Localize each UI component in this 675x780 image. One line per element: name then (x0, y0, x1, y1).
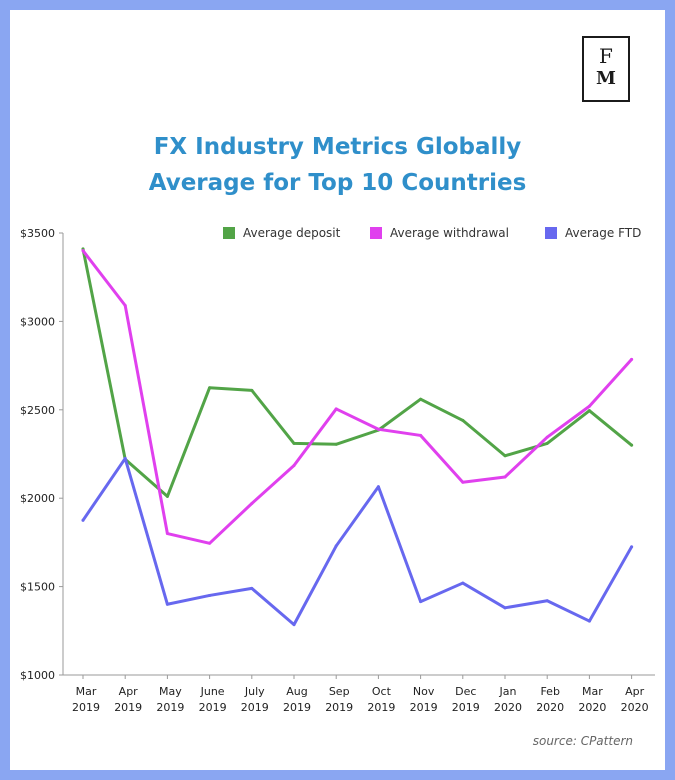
data-point (503, 454, 507, 458)
data-point (250, 388, 254, 392)
data-point (334, 442, 338, 446)
data-point (292, 441, 296, 445)
data-point (292, 623, 296, 627)
data-point (208, 541, 212, 545)
legend-item-withdrawal: Average withdrawal (370, 226, 509, 242)
data-point (587, 619, 591, 623)
data-point (503, 606, 507, 610)
x-tick-label-year: 2019 (283, 701, 311, 714)
series-line-deposit (81, 247, 634, 498)
series-line-ftd (81, 456, 634, 627)
y-tick-label: $3000 (20, 315, 55, 328)
y-tick-label: $3500 (20, 227, 55, 240)
data-point (545, 441, 549, 445)
x-tick-label-year: 2019 (325, 701, 353, 714)
data-point (165, 494, 169, 498)
data-point (208, 386, 212, 390)
data-point (587, 404, 591, 408)
y-tick-label: $2500 (20, 404, 55, 417)
x-tick-label-month: Aug (286, 685, 307, 698)
data-point (503, 475, 507, 479)
x-tick-label-month: Mar (76, 685, 97, 698)
x-tick-label-month: Mar (582, 685, 603, 698)
logo-letter-m: M (596, 68, 616, 89)
x-tick-label-year: 2020 (578, 701, 606, 714)
data-point (630, 357, 634, 361)
x-tick-label-year: 2019 (410, 701, 438, 714)
legend-swatch-ftd (545, 227, 557, 239)
data-point (250, 586, 254, 590)
data-point (208, 593, 212, 597)
chart-card (10, 10, 665, 770)
legend-label-deposit: Average deposit (243, 226, 341, 240)
x-tick-label-month: Nov (413, 685, 435, 698)
x-tick-label-year: 2020 (621, 701, 649, 714)
x-tick-label-month: May (159, 685, 182, 698)
x-tick-label-year: 2019 (452, 701, 480, 714)
data-point (545, 599, 549, 603)
x-tick-label-month: June (200, 685, 225, 698)
x-tick-label-month: Dec (455, 685, 476, 698)
data-point (461, 418, 465, 422)
series-line-withdrawal (81, 249, 634, 545)
legend-swatch-deposit (223, 227, 235, 239)
data-point (461, 480, 465, 484)
data-point (461, 581, 465, 585)
x-tick-label-month: Sep (329, 685, 350, 698)
legend-item-deposit: Average deposit (223, 226, 340, 242)
x-tick-label-year: 2020 (494, 701, 522, 714)
data-point (250, 502, 254, 506)
data-point (165, 532, 169, 536)
data-point (81, 249, 85, 253)
data-point (419, 397, 423, 401)
x-tick-label-month: Oct (372, 685, 392, 698)
data-point (123, 303, 127, 307)
x-tick-label-month: Jan (499, 685, 517, 698)
chart-title-line2: Average for Top 10 Countries (148, 170, 527, 196)
data-point (81, 518, 85, 522)
data-point (292, 463, 296, 467)
x-tick-label-month: Apr (119, 685, 139, 698)
source-note: source: CPattern (532, 734, 633, 748)
x-tick-label-year: 2019 (199, 701, 227, 714)
data-point (630, 545, 634, 549)
data-point (545, 435, 549, 439)
data-point (165, 602, 169, 606)
x-tick-label-year: 2020 (536, 701, 564, 714)
data-point (419, 600, 423, 604)
data-point (334, 544, 338, 548)
x-tick-label-year: 2019 (241, 701, 269, 714)
legend-label-withdrawal: Average withdrawal (390, 226, 509, 240)
y-tick-label: $1000 (20, 669, 55, 682)
data-point (376, 485, 380, 489)
y-tick-label: $1500 (20, 581, 55, 594)
x-tick-label-month: Apr (625, 685, 645, 698)
y-tick-label: $2000 (20, 492, 55, 505)
x-tick-label-month: Feb (540, 685, 559, 698)
logo-letter-f: F (599, 44, 613, 68)
fm-logo: F M (582, 36, 630, 102)
legend-item-ftd: Average FTD (545, 226, 641, 242)
x-tick-label-year: 2019 (156, 701, 184, 714)
legend-swatch-withdrawal (370, 227, 382, 239)
data-point (419, 433, 423, 437)
x-tick-label-year: 2019 (72, 701, 100, 714)
data-point (123, 456, 127, 460)
legend-label-ftd: Average FTD (565, 226, 642, 240)
x-tick-label-year: 2019 (114, 701, 142, 714)
data-point (376, 427, 380, 431)
x-tick-label-month: July (244, 685, 265, 698)
x-tick-label-year: 2019 (367, 701, 395, 714)
data-point (334, 407, 338, 411)
chart-title-line1: FX Industry Metrics Globally (153, 134, 522, 160)
data-point (630, 443, 634, 447)
data-point (587, 409, 591, 413)
